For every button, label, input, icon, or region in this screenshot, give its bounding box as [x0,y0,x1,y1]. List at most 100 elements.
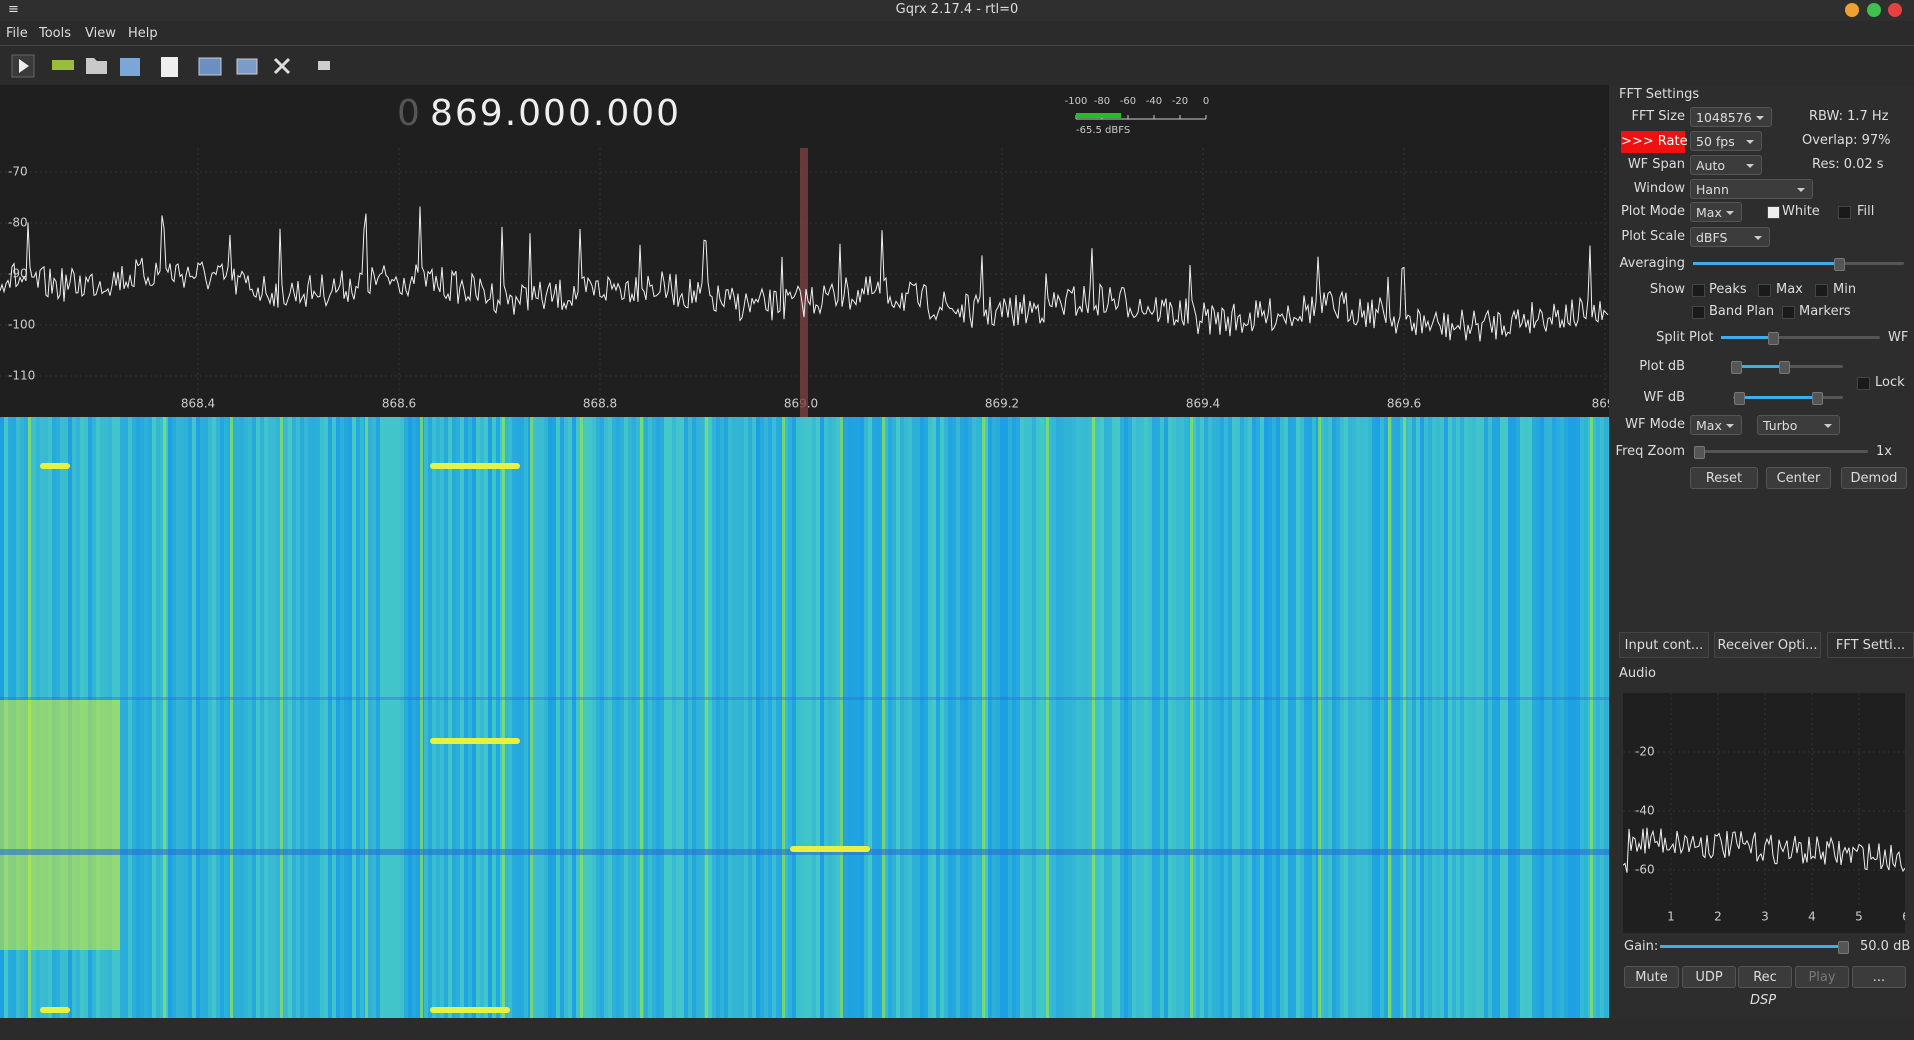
dropdown[interactable]: Hann [1690,179,1813,199]
waterfall-column [1012,417,1016,1018]
tab[interactable]: FFT Setti... [1827,632,1914,658]
waterfall-column [480,417,484,1018]
waterfall-column [568,417,572,1018]
waterfall-line [782,417,785,1018]
waterfall-column [1472,417,1476,1018]
checkbox[interactable] [1815,284,1828,297]
waterfall-column [472,417,476,1018]
save-icon[interactable] [120,58,140,76]
waterfall-column [928,417,932,1018]
dropdown[interactable]: Turbo [1757,415,1840,435]
waterfall-column [896,417,900,1018]
waterfall-column [988,417,992,1018]
waterfall-column [204,417,208,1018]
app-menu-icon[interactable]: ≡ [8,2,19,17]
waterfall-column [1060,417,1064,1018]
open-icon[interactable] [86,58,107,74]
waterfall-column [1172,417,1176,1018]
waterfall-column [564,417,568,1018]
button[interactable]: UDP [1682,966,1736,988]
slider-track [1698,450,1868,453]
slider-handle[interactable] [1768,332,1779,345]
button[interactable]: Center [1766,467,1831,489]
waterfall-column [1456,417,1460,1018]
frequency-display[interactable]: 869.000.000 [430,93,681,134]
checkbox[interactable] [1838,206,1851,219]
waterfall-column [1496,417,1500,1018]
close-button[interactable] [1888,3,1902,17]
dropdown[interactable]: Max [1690,202,1742,222]
waterfall-column [768,417,772,1018]
label: WF dB [1643,390,1685,405]
slider-handle[interactable] [1694,446,1705,459]
device-icon[interactable] [52,60,74,70]
button[interactable]: Demod [1841,467,1907,489]
dropdown[interactable]: 50 fps [1690,131,1762,151]
waterfall-column [1072,417,1076,1018]
checkbox[interactable] [1767,206,1780,219]
tab[interactable]: Receiver Opti... [1714,632,1821,658]
button[interactable]: ... [1852,966,1906,988]
waterfall-column [428,417,432,1018]
waterfall-column [344,417,348,1018]
checkbox[interactable] [1692,306,1705,319]
checkbox[interactable] [1692,284,1705,297]
waterfall-column [860,417,864,1018]
dropdown[interactable]: dBFS [1690,227,1770,247]
waterfall-column [584,417,588,1018]
slider-handle[interactable] [1734,392,1745,405]
slider-handle[interactable] [1834,258,1845,271]
waterfall-column [1220,417,1224,1018]
x-tick-label: 869.2 [985,397,1019,411]
checkbox[interactable] [1857,377,1870,390]
waterfall-column [664,417,668,1018]
tab[interactable]: Input cont... [1619,632,1709,658]
checkbox[interactable] [1758,284,1771,297]
dropdown[interactable]: 1048576 [1690,107,1772,127]
waterfall-column [188,417,192,1018]
button[interactable]: Rec [1738,966,1792,988]
slider-handle[interactable] [1812,392,1823,405]
button[interactable]: Mute [1624,966,1679,988]
dropdown[interactable]: Max [1690,415,1742,435]
config-icon[interactable] [273,57,291,75]
waterfall-column [288,417,292,1018]
dropdown[interactable]: Auto [1690,155,1762,175]
waterfall-column [1328,417,1332,1018]
info: Res: 0.02 s [1812,157,1884,172]
waterfall-column [936,417,940,1018]
x-tick-label: 6 [1902,910,1905,924]
notes-icon[interactable] [161,57,178,77]
about-icon[interactable] [318,61,330,70]
waterfall-column [392,417,396,1018]
waterfall-column [844,417,848,1018]
checkbox[interactable] [1782,306,1795,319]
waterfall-column [1148,417,1152,1018]
waterfall-column [296,417,300,1018]
waterfall-column [1264,417,1268,1018]
checkbox-label: Fill [1857,204,1875,219]
waterfall-column [464,417,468,1018]
remote-icon[interactable] [236,58,258,75]
slider-handle[interactable] [1838,941,1849,954]
menu-item[interactable]: Help [128,26,158,41]
waterfall-column [180,417,184,1018]
waterfall-column [1600,417,1604,1018]
spectrum-waterfall[interactable]: -70-80-90-100-110868.4868.6868.8869.0869… [0,85,1609,1018]
menu-item[interactable]: View [85,26,116,41]
button[interactable]: Play [1795,966,1849,988]
slider-handle[interactable] [1779,361,1790,374]
menu-item[interactable]: File [6,26,28,41]
display-icon[interactable] [198,57,222,76]
menu-item[interactable]: Tools [39,26,72,41]
minimize-button[interactable] [1845,3,1859,17]
x-tick-label: 869. [1592,397,1609,411]
slider-handle[interactable] [1731,361,1742,374]
button[interactable]: Reset [1690,467,1758,489]
maximize-button[interactable] [1867,3,1881,17]
waterfall-column [1288,417,1292,1018]
menu-bar: File Tools View Help [0,21,1914,46]
waterfall-line [982,417,985,1018]
meter-tick-label: 0 [1203,96,1209,107]
x-tick-label: 5 [1855,910,1863,924]
